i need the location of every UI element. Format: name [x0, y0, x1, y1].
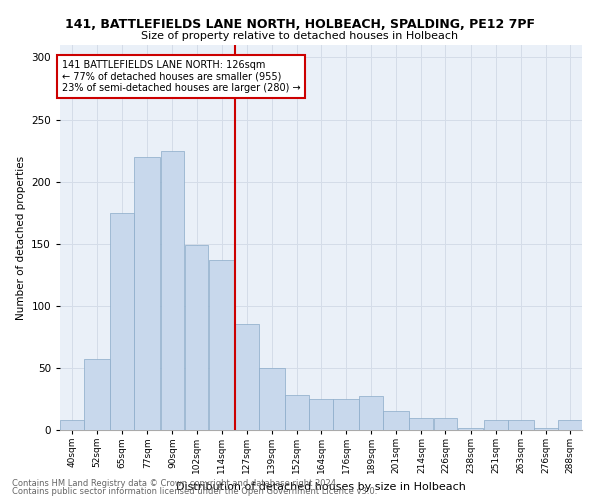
- Bar: [484, 420, 508, 430]
- Y-axis label: Number of detached properties: Number of detached properties: [16, 156, 26, 320]
- Bar: [508, 420, 533, 430]
- Bar: [235, 324, 259, 430]
- Bar: [209, 260, 235, 430]
- Bar: [383, 412, 409, 430]
- Bar: [409, 418, 433, 430]
- Bar: [558, 420, 582, 430]
- Bar: [434, 418, 457, 430]
- Bar: [259, 368, 285, 430]
- Bar: [534, 428, 558, 430]
- Bar: [359, 396, 383, 430]
- Bar: [458, 428, 484, 430]
- Text: Size of property relative to detached houses in Holbeach: Size of property relative to detached ho…: [142, 31, 458, 41]
- X-axis label: Distribution of detached houses by size in Holbeach: Distribution of detached houses by size …: [176, 482, 466, 492]
- Bar: [134, 157, 160, 430]
- Bar: [285, 395, 309, 430]
- Bar: [84, 359, 110, 430]
- Bar: [185, 245, 208, 430]
- Text: Contains public sector information licensed under the Open Government Licence v3: Contains public sector information licen…: [12, 487, 377, 496]
- Bar: [161, 150, 184, 430]
- Bar: [60, 420, 84, 430]
- Bar: [333, 399, 359, 430]
- Bar: [309, 399, 333, 430]
- Text: Contains HM Land Registry data © Crown copyright and database right 2024.: Contains HM Land Registry data © Crown c…: [12, 478, 338, 488]
- Bar: [110, 212, 134, 430]
- Text: 141 BATTLEFIELDS LANE NORTH: 126sqm
← 77% of detached houses are smaller (955)
2: 141 BATTLEFIELDS LANE NORTH: 126sqm ← 77…: [62, 60, 301, 93]
- Text: 141, BATTLEFIELDS LANE NORTH, HOLBEACH, SPALDING, PE12 7PF: 141, BATTLEFIELDS LANE NORTH, HOLBEACH, …: [65, 18, 535, 30]
